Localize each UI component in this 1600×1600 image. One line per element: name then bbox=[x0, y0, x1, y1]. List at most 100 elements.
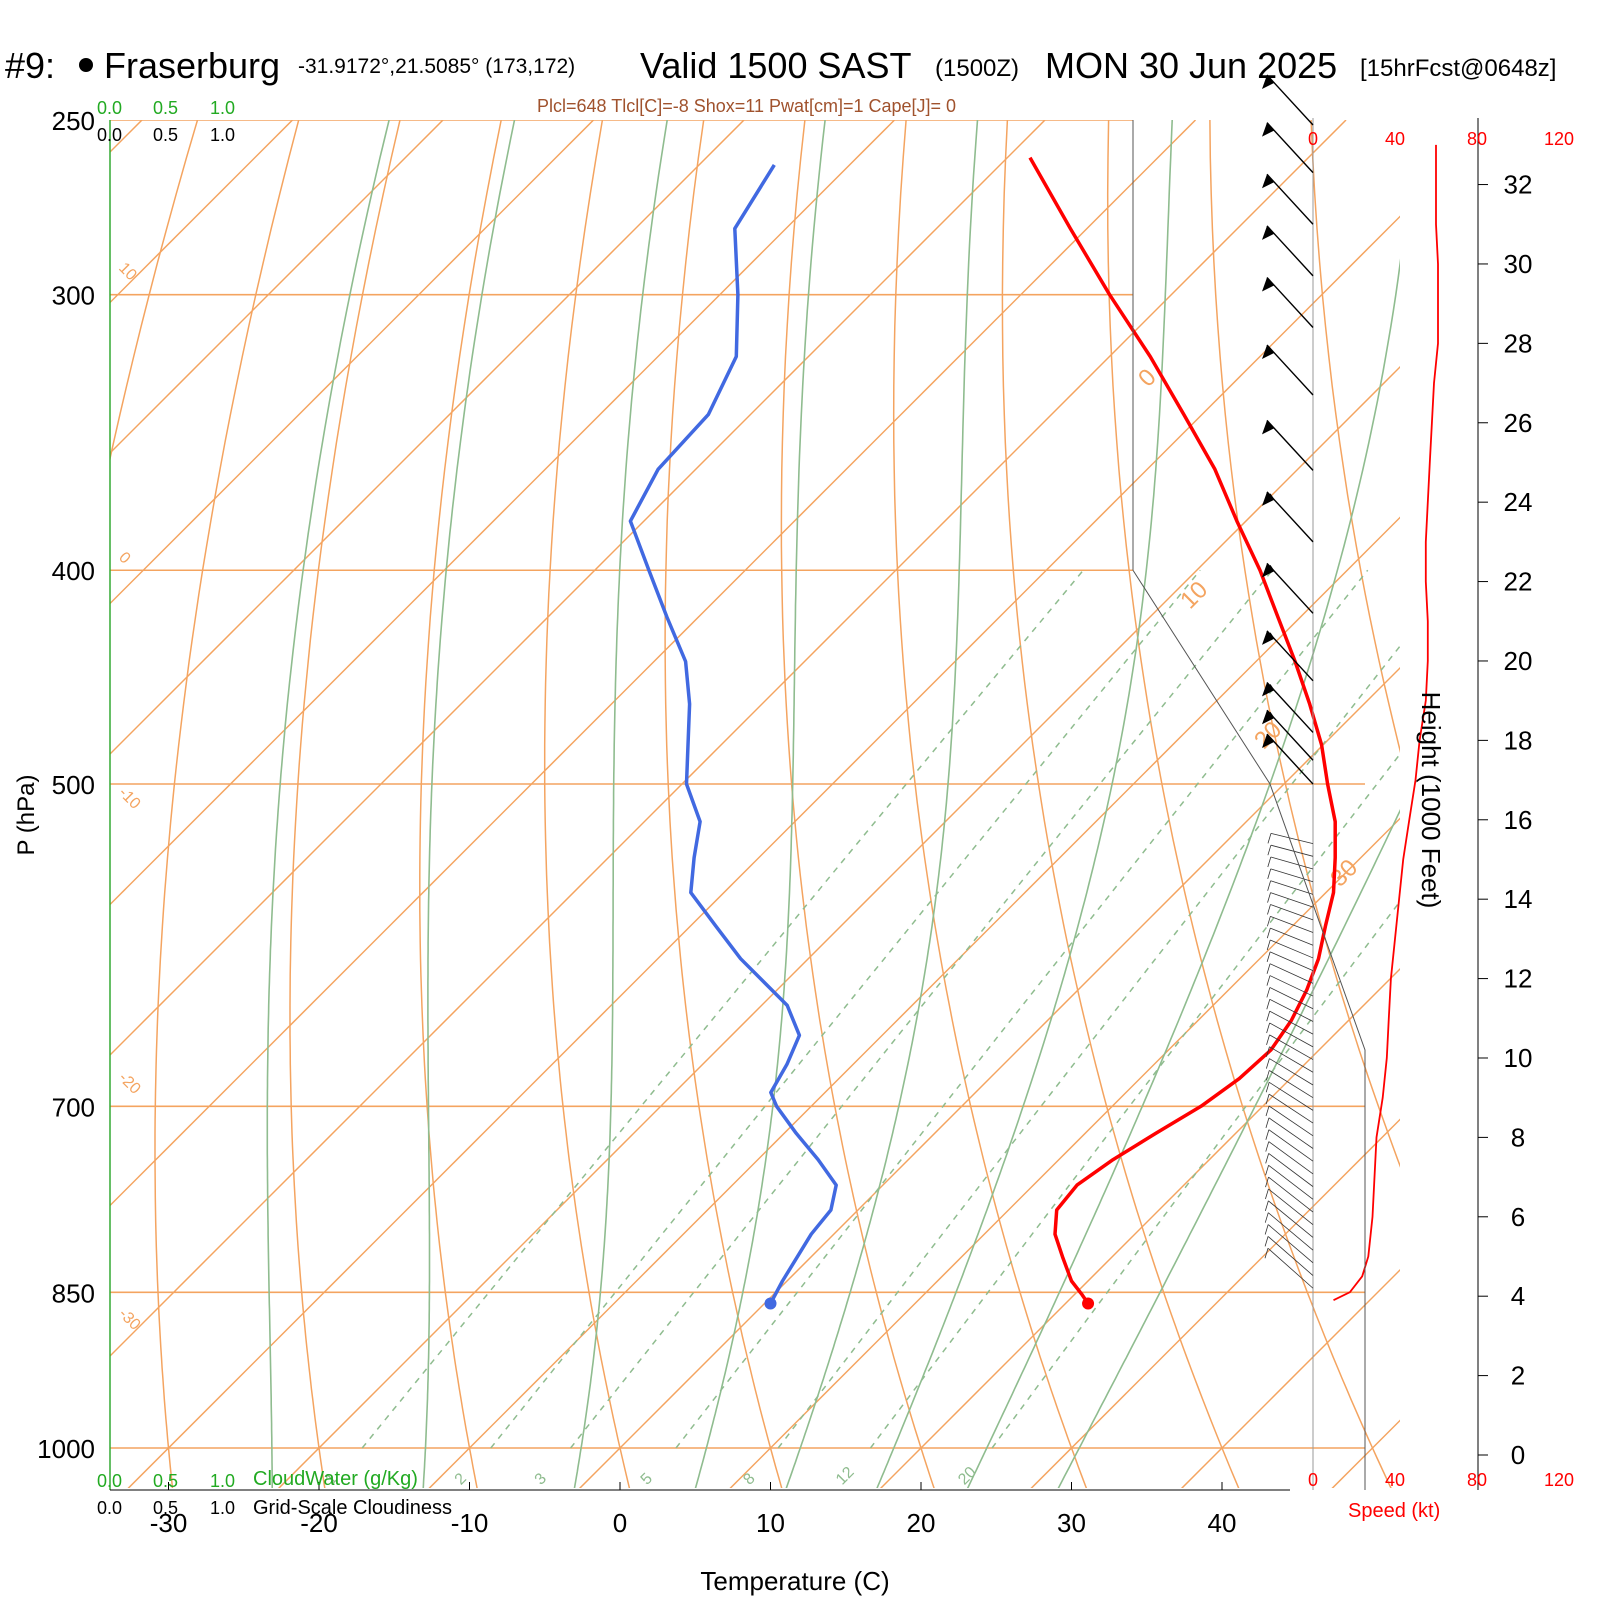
isotherm-line bbox=[879, 967, 1400, 1488]
params-line: Plcl=648 Tlcl[C]=-8 Shox=11 Pwat[cm]=1 C… bbox=[537, 96, 956, 116]
mixing-ratio-label: 2 bbox=[452, 1470, 470, 1488]
dry-adiabat-line bbox=[664, 120, 783, 1488]
height-axis-title: Height (1000 Feet) bbox=[1416, 692, 1446, 909]
wind-barb-low-level bbox=[1270, 880, 1314, 895]
wind-barb-low-level-feather bbox=[1266, 987, 1271, 998]
cloudwater-scale-top-1: 0.5 bbox=[153, 98, 178, 118]
temp-tick-label: 30 bbox=[1057, 1508, 1086, 1538]
y-axis-title: P (hPa) bbox=[13, 775, 40, 856]
cloudwater-scale-bottom-1: 0.5 bbox=[153, 1471, 178, 1491]
wind-barb-low-level bbox=[1267, 1247, 1314, 1289]
wind-barb-flag bbox=[1262, 491, 1274, 506]
height-tick-label: 2 bbox=[1511, 1361, 1525, 1391]
pressure-tick-label: 400 bbox=[52, 556, 95, 586]
wind-barb-shaft bbox=[1266, 344, 1314, 396]
wind-barb-low-level bbox=[1269, 1070, 1314, 1099]
mixing-ratio-line bbox=[991, 900, 1400, 1449]
speed-tick-label-bottom: 120 bbox=[1544, 1470, 1574, 1490]
temp-tick-label: 10 bbox=[756, 1508, 785, 1538]
wind-barb-shaft bbox=[1266, 630, 1314, 682]
wind-barb-low-level bbox=[1267, 1224, 1314, 1264]
isotherm-line bbox=[1331, 1419, 1400, 1488]
isotherm-label: -20 bbox=[115, 1069, 143, 1097]
speed-tick-label-top: 0 bbox=[1308, 129, 1318, 149]
dry-adiabat-line bbox=[1001, 120, 1240, 1488]
wind-barb-low-level bbox=[1269, 1022, 1314, 1048]
wind-barb-low-level bbox=[1270, 832, 1314, 844]
wind-barb-low-level bbox=[1270, 868, 1314, 883]
wind-barb-low-level bbox=[1269, 987, 1314, 1010]
wind-barb-shaft bbox=[1266, 277, 1314, 328]
cloudwater-scale-top-2: 1.0 bbox=[210, 98, 235, 118]
wind-barb-low-level-feather bbox=[1267, 868, 1272, 880]
cloudiness-scale-top-2: 1.0 bbox=[210, 125, 235, 145]
wind-barb-low-level bbox=[1270, 856, 1314, 870]
wind-barb-shaft bbox=[1266, 491, 1314, 543]
speed-tick-label-top: 40 bbox=[1385, 129, 1405, 149]
temp-tick-label: 20 bbox=[907, 1508, 936, 1538]
isotherm-line bbox=[110, 120, 1197, 1207]
temp-tick-label: -10 bbox=[451, 1508, 489, 1538]
wind-barb-low-level-feather bbox=[1265, 1094, 1270, 1105]
wind-barb-shaft bbox=[1266, 173, 1314, 225]
sounding-series bbox=[628, 156, 1337, 1310]
wind-barb-flag bbox=[1262, 682, 1274, 697]
dry-adiabat-line bbox=[892, 120, 1088, 1488]
mixing-ratio-line bbox=[675, 569, 1369, 1449]
wind-barb-low-level-feather bbox=[1265, 1165, 1269, 1176]
wind-barb-low-level bbox=[1268, 1176, 1314, 1213]
cloudiness-scale-bottom-0: 0.0 bbox=[97, 1498, 122, 1518]
wind-barb-shaft bbox=[1266, 733, 1314, 785]
forecast-info: [15hrFcst@0648z] bbox=[1360, 55, 1556, 82]
wind-barb-low-level-feather bbox=[1266, 1046, 1270, 1057]
wind-barb-low-level-feather bbox=[1267, 856, 1272, 868]
wind-barb-flag bbox=[1262, 420, 1274, 435]
dry-adiabat-line bbox=[154, 120, 300, 1488]
wind-barb-low-level bbox=[1267, 1236, 1314, 1276]
wind-barb-low-level bbox=[1270, 939, 1314, 959]
height-tick-label: 8 bbox=[1511, 1122, 1525, 1152]
isotherm-label: -30 bbox=[115, 1305, 143, 1333]
wind-barb-flag bbox=[1262, 75, 1274, 89]
zulu-time: (1500Z) bbox=[935, 55, 1019, 82]
mixing-ratio-line bbox=[570, 569, 1273, 1449]
wind-barb-shaft bbox=[1266, 562, 1314, 614]
wind-barb-half bbox=[1269, 493, 1275, 501]
wind-barb-flag bbox=[1262, 174, 1274, 189]
temp-tick-label: -20 bbox=[300, 1508, 338, 1538]
pressure-tick-label: 1000 bbox=[37, 1434, 95, 1464]
wind-barb-low-level bbox=[1268, 1153, 1314, 1187]
wind-barb-low-level bbox=[1268, 1093, 1314, 1124]
mixing-ratio-label: 12 bbox=[833, 1464, 858, 1489]
wind-barb-low-level-feather bbox=[1266, 939, 1271, 951]
wind-barb-shaft bbox=[1266, 709, 1314, 761]
station-coords: -31.9172°,21.5085° (173,172) bbox=[298, 55, 575, 78]
wind-barb-low-level-feather bbox=[1265, 1177, 1269, 1188]
wind-barb-low-level-feather bbox=[1264, 1212, 1269, 1223]
valid-time: Valid 1500 SAST bbox=[640, 45, 912, 86]
moist-adiabat-line bbox=[573, 120, 668, 1488]
isotherm-label: 0 bbox=[115, 549, 133, 567]
moist-adiabat-line bbox=[1057, 808, 1400, 1488]
moist-adiabat-line bbox=[694, 120, 826, 1488]
isotherm-line bbox=[578, 666, 1400, 1488]
wind-barb-shaft bbox=[1266, 681, 1314, 733]
wind-barb-low-level-feather bbox=[1267, 845, 1272, 856]
wind-barb-low-level bbox=[1268, 1105, 1314, 1137]
height-tick-label: 16 bbox=[1504, 805, 1533, 835]
isotherm-line bbox=[110, 120, 595, 605]
wind-barb-low-level bbox=[1270, 915, 1314, 933]
wind-barb-low-level-feather bbox=[1266, 916, 1271, 927]
isotherm-line bbox=[729, 817, 1400, 1488]
height-tick-label: 14 bbox=[1504, 884, 1533, 914]
temp-tick-label: -30 bbox=[150, 1508, 188, 1538]
dewpoint-line bbox=[628, 163, 838, 1305]
cloudiness-scale-bottom-2: 1.0 bbox=[210, 1498, 235, 1518]
wind-barb-half bbox=[1269, 684, 1275, 691]
mixing-ratio-label: 8 bbox=[740, 1470, 758, 1488]
mixing-ratio-label: 3 bbox=[532, 1470, 550, 1488]
cloudwater-label: CloudWater (g/Kg) bbox=[253, 1468, 418, 1490]
station-id: #9: bbox=[5, 45, 55, 86]
wind-barb-low-level bbox=[1269, 1010, 1314, 1035]
